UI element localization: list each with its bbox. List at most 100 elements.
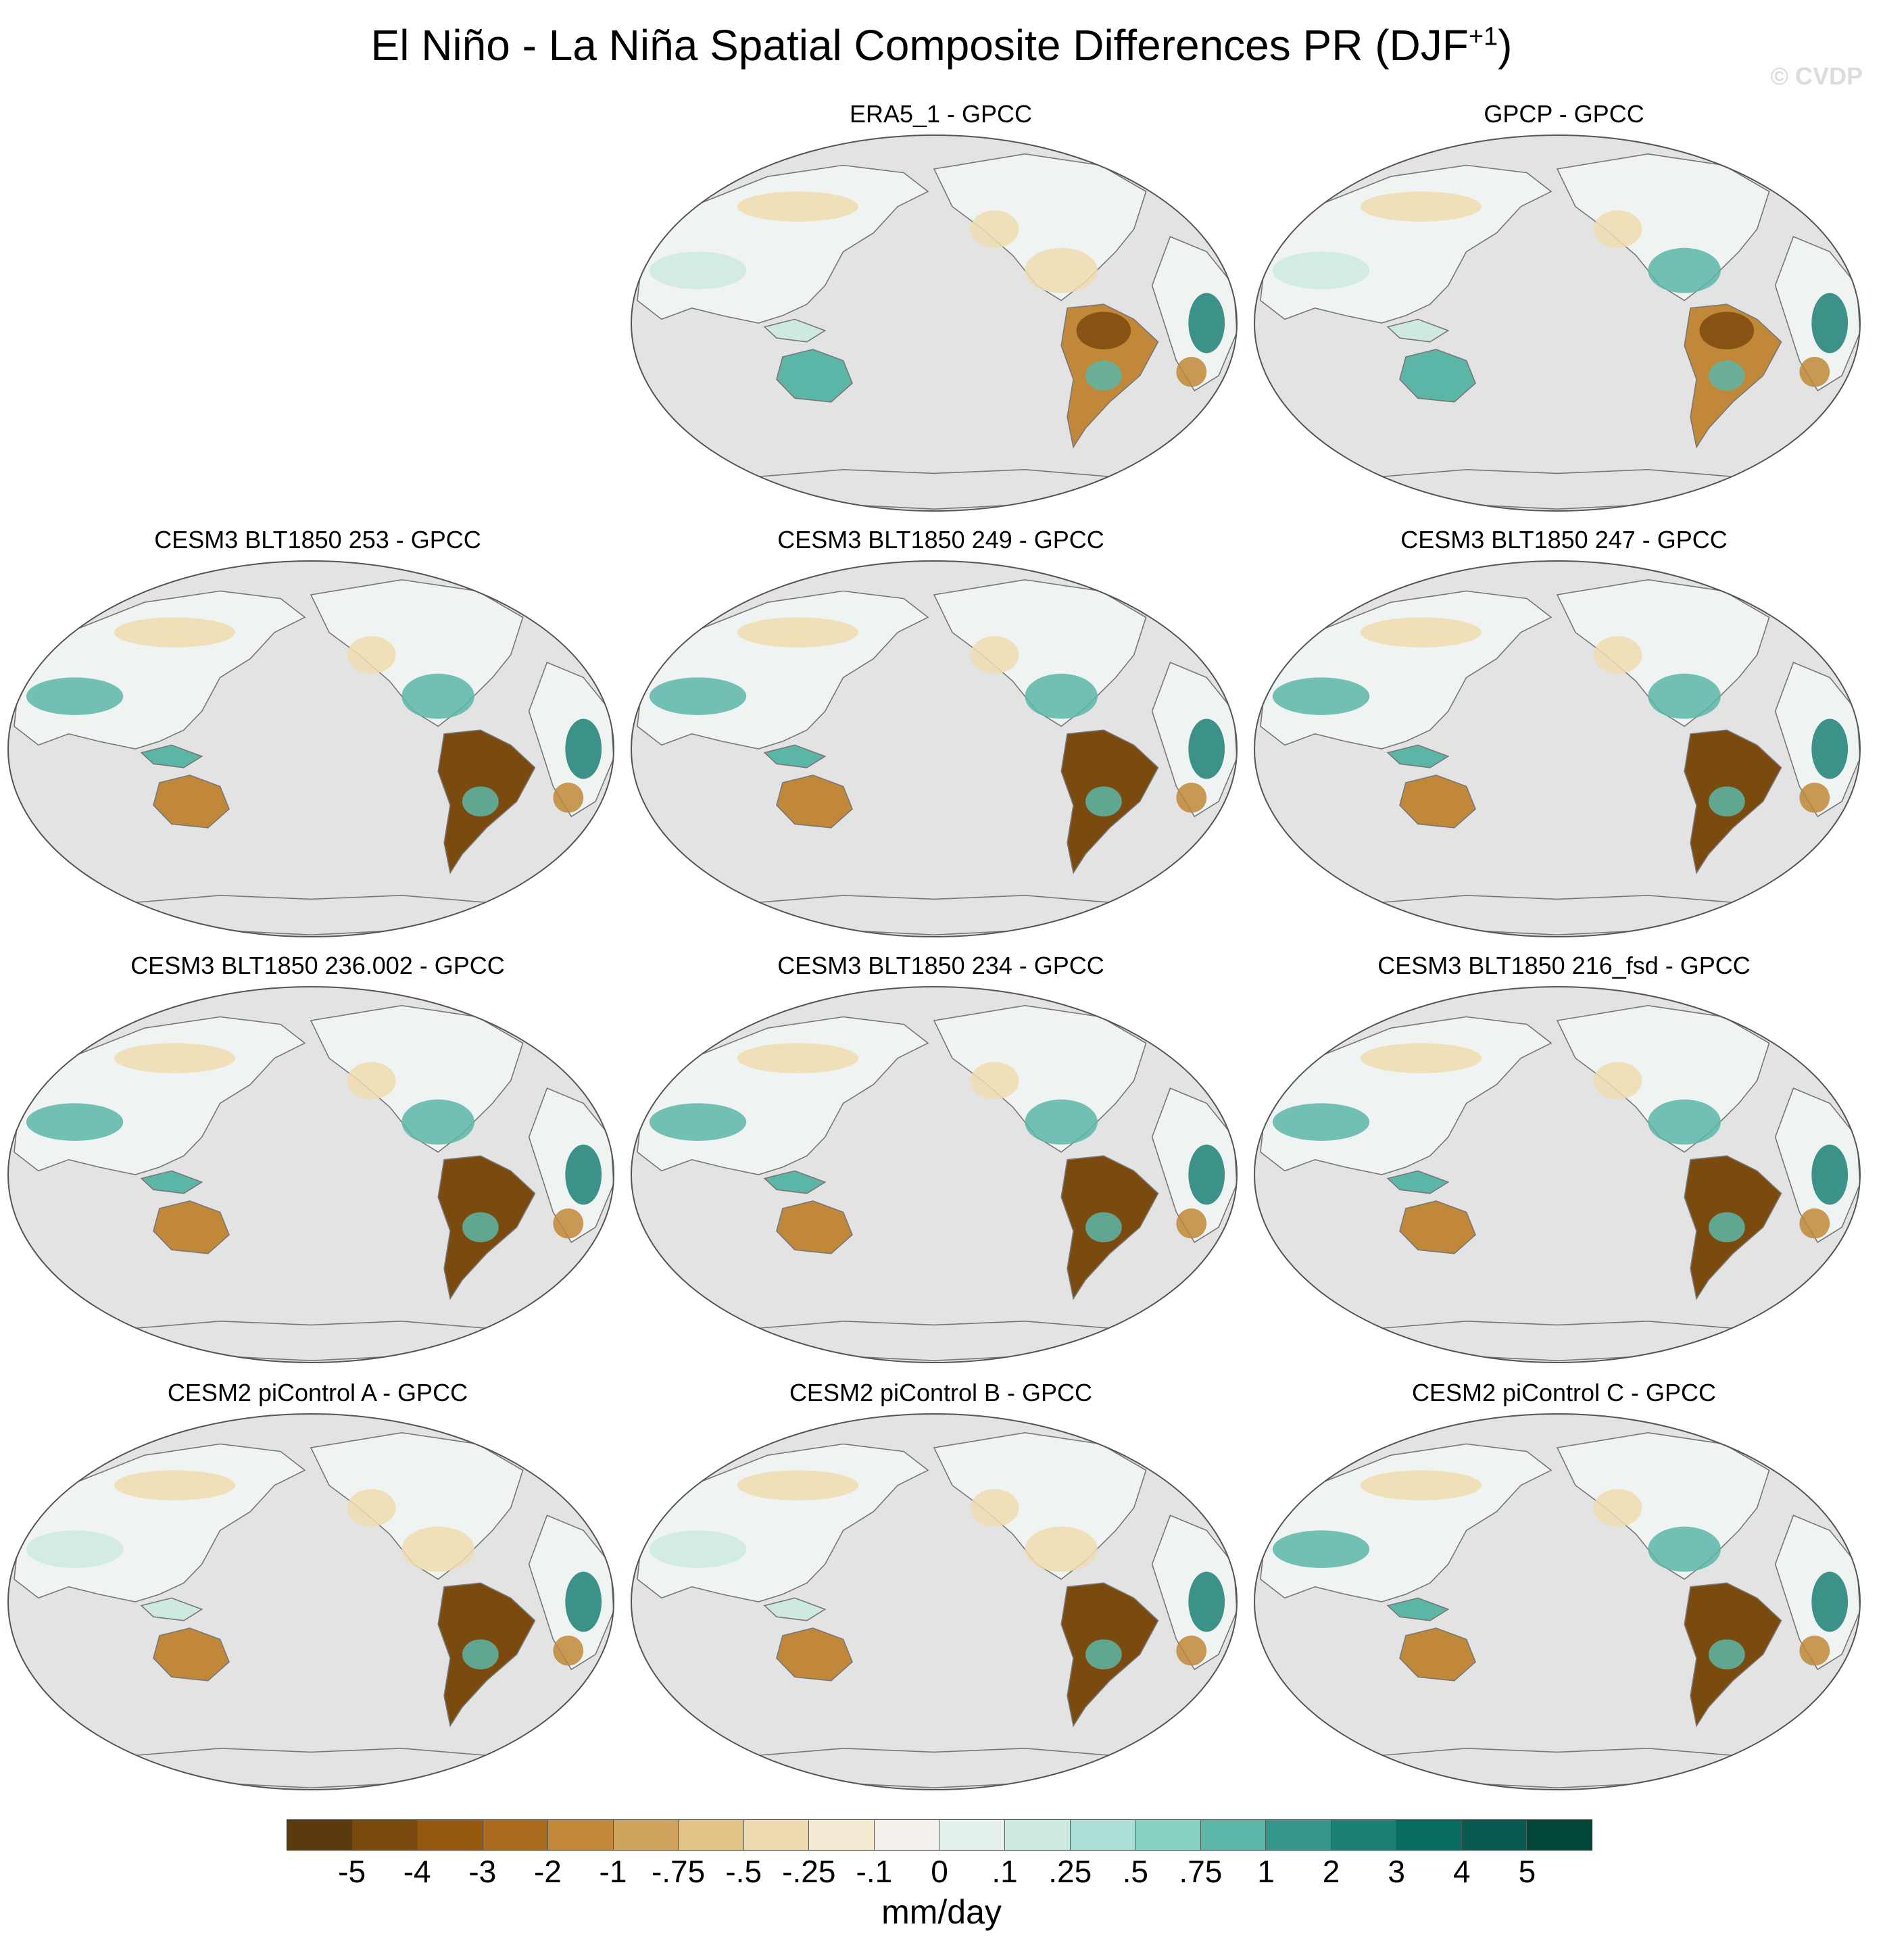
australia-land <box>776 1200 853 1254</box>
na-southeast-anomaly <box>1025 1099 1098 1145</box>
colorbar-swatch <box>548 1820 614 1850</box>
map-panel: CESM2 piControl C - GPCC <box>1253 1379 1875 1790</box>
asia-anomaly <box>26 677 124 715</box>
colorbar-swatch <box>1527 1820 1592 1850</box>
africa-east-anomaly <box>1188 1571 1225 1632</box>
antarctica-outline <box>1374 1320 1740 1362</box>
siberia-anomaly <box>737 617 858 647</box>
map-border <box>631 1413 1238 1790</box>
colorbar-swatch <box>1200 1820 1267 1850</box>
australia-land <box>776 349 853 403</box>
panel-title: CESM3 BLT1850 249 - GPCC <box>777 526 1104 554</box>
africa-south-anomaly <box>1799 1208 1830 1239</box>
colorbar-swatch <box>679 1820 744 1850</box>
siberia-anomaly <box>737 1043 858 1073</box>
na-northwest-anomaly <box>1593 1489 1642 1527</box>
asia-anomaly <box>26 1103 124 1141</box>
colorbar-swatch <box>939 1820 1006 1850</box>
africa-south-anomaly <box>1799 357 1830 387</box>
siberia-anomaly <box>1360 191 1482 222</box>
figure-title: El Niño - La Niña Spatial Composite Diff… <box>0 20 1883 70</box>
antarctica-outline <box>128 894 494 936</box>
australia-land <box>1399 775 1476 829</box>
panel-title: ERA5_1 - GPCC <box>849 100 1033 128</box>
na-southeast-anomaly <box>401 673 474 719</box>
siberia-anomaly <box>1360 1470 1482 1500</box>
antarctica-outline <box>1374 1747 1740 1789</box>
na-southeast-anomaly <box>1648 673 1721 719</box>
australia-land <box>1399 1200 1476 1254</box>
colorbar-tick-label: -.75 <box>651 1854 706 1889</box>
maritime-continent-land <box>763 1597 827 1621</box>
colorbar-tick-label: 5 <box>1518 1854 1536 1889</box>
colorbar-tick-label: 3 <box>1388 1854 1405 1889</box>
siberia-anomaly <box>1360 1043 1482 1073</box>
panel-title: GPCP - GPCC <box>1484 100 1644 128</box>
amazon-anomaly <box>1076 1163 1131 1201</box>
na-northwest-anomaly <box>970 636 1019 674</box>
africa-south-anomaly <box>1799 1636 1830 1666</box>
map-border <box>631 560 1238 937</box>
na-southeast-anomaly <box>401 1099 474 1145</box>
title-superscript: +1 <box>1468 22 1498 51</box>
colorbar-tick-label: 2 <box>1322 1854 1340 1889</box>
colorbar-tick-label: .1 <box>992 1854 1018 1889</box>
map-svg <box>631 1413 1238 1790</box>
siberia-anomaly <box>737 1470 858 1500</box>
antarctica-outline <box>751 1747 1117 1789</box>
siberia-anomaly <box>114 1470 235 1500</box>
se-south-america-anomaly <box>1709 1639 1745 1670</box>
africa-south-anomaly <box>1176 783 1207 813</box>
se-south-america-anomaly <box>1709 1212 1745 1243</box>
map-svg <box>7 560 614 937</box>
na-northwest-anomaly <box>347 1489 396 1527</box>
africa-east-anomaly <box>565 1571 602 1632</box>
siberia-anomaly <box>114 1043 235 1073</box>
maritime-continent-land <box>140 1597 203 1621</box>
africa-south-anomaly <box>1176 1636 1207 1666</box>
africa-south-anomaly <box>1176 1208 1207 1239</box>
antarctica-outline <box>1374 894 1740 936</box>
amazon-anomaly <box>1699 1590 1755 1628</box>
colorbar-swatch <box>1135 1820 1201 1850</box>
colorbar-tick-label: -3 <box>468 1854 497 1889</box>
australia-land <box>153 1200 230 1254</box>
colorbar-tick-label: .5 <box>1122 1854 1148 1889</box>
colorbar <box>287 1819 1592 1851</box>
map-panel: CESM3 BLT1850 236.002 - GPCC <box>7 952 629 1363</box>
colorbar-swatch <box>613 1820 679 1850</box>
se-south-america-anomaly <box>1085 1639 1122 1670</box>
na-southeast-anomaly <box>1648 1526 1721 1572</box>
map-panel: CESM3 BLT1850 249 - GPCC <box>630 526 1252 937</box>
panel-title: CESM3 BLT1850 236.002 - GPCC <box>130 952 505 979</box>
amazon-anomaly <box>453 737 508 775</box>
colorbar-swatch <box>743 1820 810 1850</box>
maritime-continent-land <box>763 318 827 343</box>
amazon-anomaly <box>1699 312 1755 349</box>
africa-east-anomaly <box>1188 293 1225 353</box>
amazon-anomaly <box>1076 1590 1131 1628</box>
asia-anomaly <box>26 1530 124 1568</box>
map-panel: GPCP - GPCC <box>1253 100 1875 512</box>
colorbar-swatch <box>287 1820 353 1850</box>
map-svg <box>1254 986 1861 1363</box>
map-border <box>7 986 614 1363</box>
colorbar-swatch <box>352 1820 418 1850</box>
map-border <box>631 986 1238 1363</box>
colorbar-tick-label: .25 <box>1048 1854 1092 1889</box>
africa-south-anomaly <box>1176 357 1207 387</box>
asia-anomaly <box>649 251 747 289</box>
antarctica-outline <box>751 468 1117 510</box>
maritime-continent-land <box>1386 744 1450 768</box>
colorbar-tick-label: -2 <box>533 1854 562 1889</box>
panel-title: CESM2 piControl B - GPCC <box>789 1379 1093 1406</box>
antarctica-outline <box>751 894 1117 936</box>
se-south-america-anomaly <box>462 1639 499 1670</box>
map-panel: CESM3 BLT1850 253 - GPCC <box>7 526 629 937</box>
africa-south-anomaly <box>553 1208 584 1239</box>
amazon-anomaly <box>453 1163 508 1201</box>
na-northwest-anomaly <box>347 636 396 674</box>
africa-east-anomaly <box>1811 718 1849 779</box>
africa-east-anomaly <box>1811 1571 1849 1632</box>
africa-east-anomaly <box>1811 293 1849 353</box>
